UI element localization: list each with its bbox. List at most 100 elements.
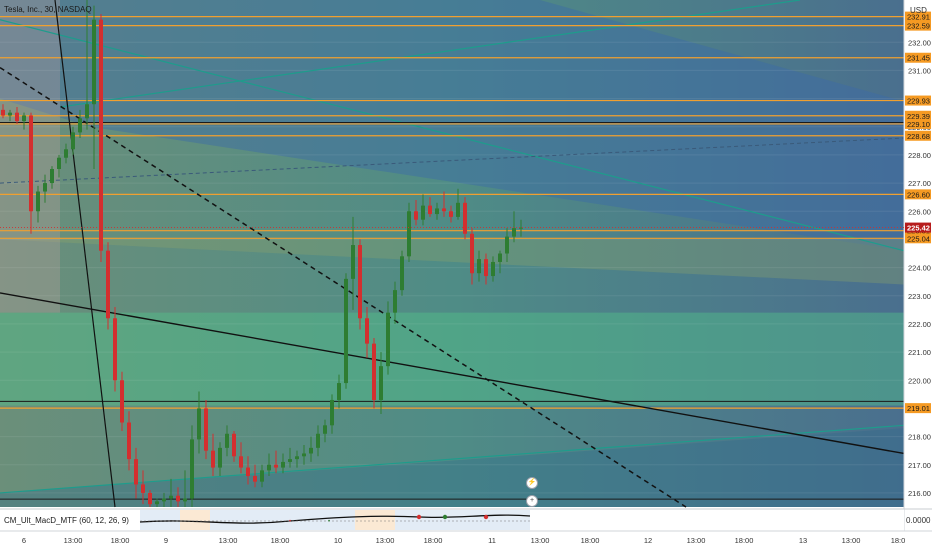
x-tick-label: 11 bbox=[488, 536, 496, 545]
candle-body bbox=[8, 112, 12, 116]
faint-dashed-line bbox=[0, 137, 905, 184]
y-tick-label: 226.00 bbox=[908, 207, 931, 216]
price-level-tag-label: 226.60 bbox=[907, 190, 930, 199]
y-tick-label: 217.00 bbox=[908, 461, 931, 470]
y-tick-label: 224.00 bbox=[908, 264, 931, 273]
candle-body bbox=[29, 115, 33, 212]
price-level-tag-label: 232.59 bbox=[907, 22, 930, 31]
y-tick-label: 228.00 bbox=[908, 151, 931, 160]
candle-body bbox=[463, 202, 467, 234]
price-level-tag-label: 229.39 bbox=[907, 112, 930, 121]
candle-body bbox=[71, 132, 75, 150]
candle-body bbox=[512, 228, 516, 237]
plot-background bbox=[0, 0, 904, 507]
candle-body bbox=[400, 256, 404, 291]
price-axis bbox=[904, 0, 932, 550]
price-level-tag-label: 231.45 bbox=[907, 54, 930, 63]
y-tick-label: 223.00 bbox=[908, 292, 931, 301]
candle-body bbox=[204, 408, 208, 451]
indicator-histogram-zone bbox=[140, 510, 530, 530]
price-level-tag bbox=[905, 110, 931, 121]
x-tick-label: 13:00 bbox=[842, 536, 861, 545]
candle-body bbox=[232, 433, 236, 457]
current-price-label: 225.42 bbox=[907, 224, 930, 233]
candle-body bbox=[239, 456, 243, 468]
candle-body bbox=[505, 236, 509, 254]
indicator-title: CM_Ult_MacD_MTF (60, 12, 26, 9) bbox=[4, 516, 129, 525]
price-level-tag-label: 228.68 bbox=[907, 132, 930, 141]
y-tick-label: 227.00 bbox=[908, 179, 931, 188]
signal-dot bbox=[483, 514, 489, 520]
y-tick-label: 218.00 bbox=[908, 433, 931, 442]
candle-body bbox=[169, 495, 173, 499]
candle-body bbox=[267, 464, 271, 471]
candle-body bbox=[421, 205, 425, 220]
x-tick-label: 18:00 bbox=[735, 536, 754, 545]
candle-body bbox=[218, 447, 222, 468]
candle-body bbox=[470, 233, 474, 274]
candle-body bbox=[43, 183, 47, 192]
candle-body bbox=[148, 492, 152, 505]
candle-body bbox=[393, 290, 397, 313]
candle-body bbox=[316, 433, 320, 448]
x-tick-label: 9 bbox=[164, 536, 168, 545]
price-level-tag bbox=[905, 11, 931, 22]
price-level-tag-label: 229.93 bbox=[907, 97, 930, 106]
candle-body bbox=[344, 278, 348, 384]
candle-body bbox=[127, 422, 131, 460]
lightning-icon[interactable]: ⚡ bbox=[526, 477, 538, 489]
steep-trend-line bbox=[54, 0, 116, 508]
price-level-tag-label: 225.04 bbox=[907, 234, 930, 243]
candle-body bbox=[484, 259, 488, 277]
dashed-trend-line bbox=[0, 66, 687, 508]
price-level-tag bbox=[905, 118, 931, 129]
candle-body bbox=[358, 245, 362, 319]
price-level-tag bbox=[905, 52, 931, 63]
candle-body bbox=[407, 211, 411, 257]
candle-body bbox=[351, 245, 355, 279]
price-level-tag-label: 229.10 bbox=[907, 120, 930, 129]
y-tick-label: 232.00 bbox=[908, 38, 931, 47]
x-tick-label: 12 bbox=[644, 536, 652, 545]
candle-body bbox=[260, 470, 264, 482]
candle-body bbox=[183, 498, 187, 502]
candle-body bbox=[162, 498, 166, 502]
candle-body bbox=[99, 19, 103, 251]
candle-body bbox=[386, 312, 390, 367]
candle-body bbox=[50, 169, 54, 184]
price-level-tag bbox=[905, 130, 931, 141]
x-tick-label: 18:00 bbox=[271, 536, 290, 545]
candle-body bbox=[372, 343, 376, 400]
candle-body bbox=[414, 211, 418, 220]
candle-body bbox=[22, 115, 26, 122]
candle-body bbox=[36, 191, 40, 212]
price-level-tag bbox=[905, 233, 931, 244]
lower-channel-zone bbox=[0, 428, 904, 507]
plus-icon[interactable]: + bbox=[526, 495, 538, 507]
teal-channel-line bbox=[59, 0, 801, 108]
price-level-tag bbox=[905, 403, 931, 414]
candle-body bbox=[330, 399, 334, 426]
candle-body bbox=[295, 456, 299, 460]
candle-body bbox=[302, 453, 306, 457]
candle-body bbox=[491, 261, 495, 277]
candle-body bbox=[428, 205, 432, 215]
x-tick-label: 18:00 bbox=[424, 536, 443, 545]
candle-body bbox=[211, 450, 215, 468]
price-level-tag bbox=[905, 189, 931, 200]
indicator-histogram-zone bbox=[355, 510, 395, 530]
candle-body bbox=[449, 211, 453, 217]
x-tick-label: 13 bbox=[799, 536, 807, 545]
candle-body bbox=[1, 109, 5, 116]
teal-channel-line bbox=[0, 424, 905, 494]
signal-marker: • bbox=[328, 519, 330, 525]
candle-body bbox=[134, 459, 138, 485]
resistance-zone bbox=[0, 239, 904, 285]
x-tick-label: 18:00 bbox=[111, 536, 130, 545]
candle-body bbox=[253, 476, 257, 482]
candle-body bbox=[120, 380, 124, 423]
x-tick-label: 10 bbox=[334, 536, 342, 545]
signal-marker: • bbox=[289, 519, 291, 525]
